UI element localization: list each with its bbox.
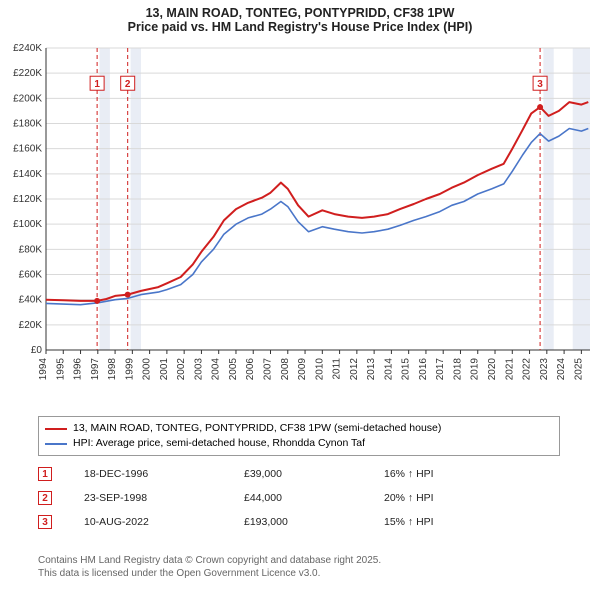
svg-text:1995: 1995 <box>55 358 66 381</box>
attribution-footer: Contains HM Land Registry data © Crown c… <box>38 554 560 580</box>
svg-text:1: 1 <box>94 79 100 90</box>
event-date: 10-AUG-2022 <box>84 516 244 528</box>
event-marker: 3 <box>38 515 52 529</box>
svg-text:2017: 2017 <box>435 358 446 381</box>
event-marker: 1 <box>38 467 52 481</box>
sale-events-table: 1 18-DEC-1996£39,00016% ↑ HPI 2 23-SEP-1998… <box>38 462 560 534</box>
svg-text:1999: 1999 <box>124 358 135 381</box>
svg-text:£180K: £180K <box>13 119 42 130</box>
footer-line-1: Contains HM Land Registry data © Crown c… <box>38 554 560 567</box>
svg-text:£200K: £200K <box>13 93 42 104</box>
svg-text:2006: 2006 <box>245 358 256 381</box>
svg-text:£160K: £160K <box>13 144 42 155</box>
legend-label: 13, MAIN ROAD, TONTEG, PONTYPRIDD, CF38 … <box>73 421 441 436</box>
svg-text:1997: 1997 <box>90 358 101 381</box>
svg-text:£80K: £80K <box>19 244 43 255</box>
svg-text:2013: 2013 <box>366 358 377 381</box>
svg-text:2001: 2001 <box>159 358 170 381</box>
sale-event-row: 2 23-SEP-1998£44,00020% ↑ HPI <box>38 486 560 510</box>
legend-swatch <box>45 428 67 430</box>
svg-text:2021: 2021 <box>504 358 515 381</box>
price-chart: £0 £20K £40K £60K £80K £100K £120K £140K £160K £1… <box>0 42 600 408</box>
svg-text:£120K: £120K <box>13 194 42 205</box>
svg-text:£0: £0 <box>31 345 43 356</box>
legend-item: 13, MAIN ROAD, TONTEG, PONTYPRIDD, CF38 … <box>45 421 553 436</box>
svg-text:£140K: £140K <box>13 169 42 180</box>
footer-line-2: This data is licensed under the Open Gov… <box>38 567 560 580</box>
chart-title: 13, MAIN ROAD, TONTEG, PONTYPRIDD, CF38 … <box>0 0 600 36</box>
sale-event-row: 3 10-AUG-2022£193,00015% ↑ HPI <box>38 510 560 534</box>
svg-text:2012: 2012 <box>349 358 360 381</box>
legend-item: HPI: Average price, semi-detached house,… <box>45 436 553 451</box>
svg-text:2: 2 <box>125 79 131 90</box>
event-delta: 15% ↑ HPI <box>384 516 434 528</box>
event-delta: 20% ↑ HPI <box>384 492 434 504</box>
svg-text:2019: 2019 <box>470 358 481 381</box>
svg-text:2004: 2004 <box>211 358 222 381</box>
svg-text:3: 3 <box>537 79 543 90</box>
svg-text:2014: 2014 <box>383 358 394 381</box>
svg-text:2015: 2015 <box>401 358 412 381</box>
svg-text:2007: 2007 <box>263 358 274 381</box>
svg-text:2005: 2005 <box>228 358 239 381</box>
svg-text:£20K: £20K <box>19 320 43 331</box>
event-delta: 16% ↑ HPI <box>384 468 434 480</box>
svg-text:2025: 2025 <box>573 358 584 381</box>
svg-text:1996: 1996 <box>73 358 84 381</box>
sale-event-row: 1 18-DEC-1996£39,00016% ↑ HPI <box>38 462 560 486</box>
svg-text:2010: 2010 <box>314 358 325 381</box>
svg-text:2018: 2018 <box>452 358 463 381</box>
svg-text:£40K: £40K <box>19 295 43 306</box>
event-price: £39,000 <box>244 468 384 480</box>
svg-text:2003: 2003 <box>193 358 204 381</box>
svg-text:2008: 2008 <box>280 358 291 381</box>
svg-text:1994: 1994 <box>38 358 49 381</box>
svg-text:£100K: £100K <box>13 219 42 230</box>
event-date: 23-SEP-1998 <box>84 492 244 504</box>
svg-text:2002: 2002 <box>176 358 187 381</box>
svg-text:2024: 2024 <box>556 358 567 381</box>
svg-text:1998: 1998 <box>107 358 118 381</box>
svg-text:£240K: £240K <box>13 43 42 54</box>
svg-text:2016: 2016 <box>418 358 429 381</box>
svg-text:2011: 2011 <box>332 358 343 380</box>
event-date: 18-DEC-1996 <box>84 468 244 480</box>
svg-text:2023: 2023 <box>539 358 550 381</box>
legend-swatch <box>45 443 67 445</box>
svg-text:2020: 2020 <box>487 358 498 381</box>
svg-text:2000: 2000 <box>142 358 153 381</box>
event-price: £44,000 <box>244 492 384 504</box>
chart-legend: 13, MAIN ROAD, TONTEG, PONTYPRIDD, CF38 … <box>38 416 560 456</box>
svg-text:2022: 2022 <box>522 358 533 381</box>
legend-label: HPI: Average price, semi-detached house,… <box>73 436 365 451</box>
title-line-1: 13, MAIN ROAD, TONTEG, PONTYPRIDD, CF38 … <box>10 6 590 20</box>
svg-text:£60K: £60K <box>19 270 43 281</box>
svg-text:£220K: £220K <box>13 68 42 79</box>
event-price: £193,000 <box>244 516 384 528</box>
svg-text:2009: 2009 <box>297 358 308 381</box>
title-line-2: Price paid vs. HM Land Registry's House … <box>10 20 590 34</box>
event-marker: 2 <box>38 491 52 505</box>
